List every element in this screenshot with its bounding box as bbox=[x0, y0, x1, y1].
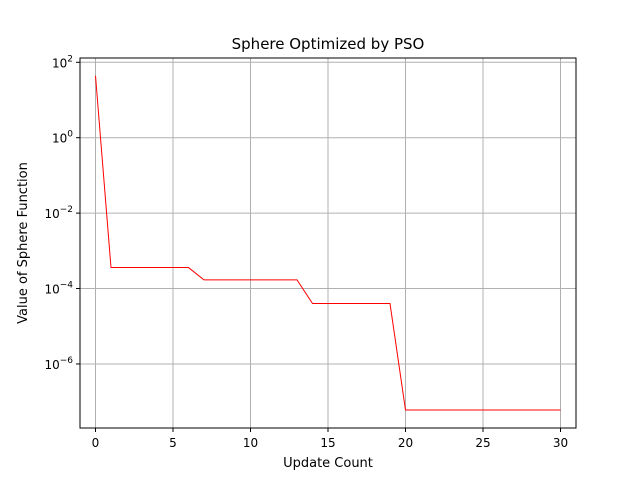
x-tick-label: 20 bbox=[398, 436, 413, 450]
grid bbox=[80, 58, 576, 428]
x-tick-label: 0 bbox=[92, 436, 100, 450]
x-tick-label: 15 bbox=[320, 436, 335, 450]
x-axis-label: Update Count bbox=[283, 456, 373, 471]
x-tick-label: 5 bbox=[169, 436, 177, 450]
ticks: 0 5 10 15 20 25 30 10−6 10−4 10−2 100 102 bbox=[44, 54, 568, 450]
x-tick-label: 10 bbox=[243, 436, 258, 450]
series-layer bbox=[95, 75, 561, 411]
y-axis-label: Value of Sphere Function bbox=[16, 162, 31, 324]
y-tick-label: 102 bbox=[52, 54, 73, 70]
y-tick-label: 10−6 bbox=[44, 356, 73, 372]
x-tick-label: 25 bbox=[475, 436, 490, 450]
y-tick-label: 10−4 bbox=[44, 281, 73, 297]
series-line bbox=[95, 75, 561, 411]
y-tick-label: 10−2 bbox=[44, 205, 73, 221]
chart-title: Sphere Optimized by PSO bbox=[232, 35, 425, 53]
x-tick-label: 30 bbox=[553, 436, 568, 450]
y-tick-label: 100 bbox=[52, 130, 73, 146]
